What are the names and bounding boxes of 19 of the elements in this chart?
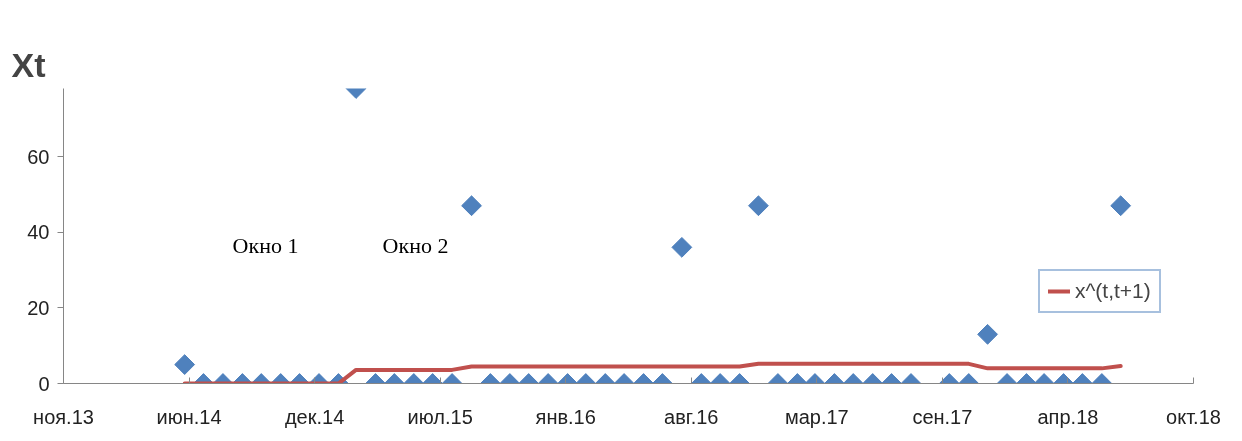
x-tick-label: янв.16 bbox=[535, 405, 596, 428]
x-tick-label: сен.17 bbox=[912, 405, 973, 428]
x-tick-label: июн.14 bbox=[156, 405, 222, 428]
x-tick-label: дек.14 bbox=[284, 405, 345, 428]
x-tick-label: мар.17 bbox=[784, 405, 849, 428]
line-series bbox=[182, 361, 1123, 384]
chart-title: Xt bbox=[11, 45, 46, 84]
x-tick-label: апр.18 bbox=[1037, 405, 1099, 428]
x-tick-label: июл.15 bbox=[407, 405, 473, 428]
annotation: Окно 1 bbox=[232, 233, 299, 258]
y-tick-label: 60 bbox=[27, 145, 50, 168]
y-tick-label: 40 bbox=[27, 221, 50, 244]
annotation: Окно 2 bbox=[382, 233, 449, 258]
x-tick-label: ноя.13 bbox=[33, 405, 94, 428]
x-tick-label: окт.18 bbox=[1166, 405, 1221, 428]
y-tick-label: 0 bbox=[38, 372, 50, 395]
x-tick-label: авг.16 bbox=[664, 405, 719, 428]
y-tick-label: 20 bbox=[27, 296, 50, 319]
legend-label: x^(t,t+1) bbox=[1075, 279, 1151, 303]
